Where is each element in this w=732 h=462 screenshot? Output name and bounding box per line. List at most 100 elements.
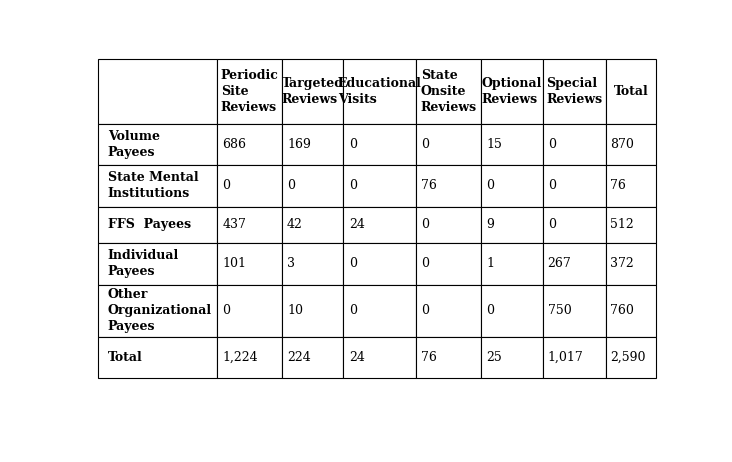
Bar <box>98 336 217 378</box>
Bar <box>98 124 217 165</box>
Text: 0: 0 <box>422 138 430 151</box>
Text: 0: 0 <box>223 179 231 192</box>
Text: 24: 24 <box>349 351 365 364</box>
Text: 0: 0 <box>349 138 357 151</box>
Text: 750: 750 <box>548 304 572 317</box>
Text: 0: 0 <box>548 219 556 231</box>
Bar <box>217 124 282 165</box>
Bar <box>98 59 217 124</box>
Bar <box>98 165 217 207</box>
Bar <box>542 59 606 124</box>
Bar <box>606 59 656 124</box>
Text: FFS  Payees: FFS Payees <box>108 219 191 231</box>
Text: Individual
Payees: Individual Payees <box>108 249 179 279</box>
Bar <box>217 59 282 124</box>
Text: 2,590: 2,590 <box>610 351 646 364</box>
Bar <box>417 207 482 243</box>
Bar <box>343 285 417 336</box>
Bar <box>482 243 542 285</box>
Bar <box>417 124 482 165</box>
Text: 24: 24 <box>349 219 365 231</box>
Text: Educational
Visits: Educational Visits <box>338 77 422 106</box>
Text: 686: 686 <box>223 138 246 151</box>
Bar <box>606 243 656 285</box>
Bar <box>417 336 482 378</box>
Text: 76: 76 <box>610 179 626 192</box>
Text: 0: 0 <box>486 304 494 317</box>
Bar <box>217 207 282 243</box>
Text: 25: 25 <box>486 351 502 364</box>
Bar <box>98 243 217 285</box>
Text: Periodic
Site
Reviews: Periodic Site Reviews <box>220 69 279 114</box>
Text: Total: Total <box>108 351 143 364</box>
Text: 1: 1 <box>486 257 494 270</box>
Text: 372: 372 <box>610 257 634 270</box>
Text: 870: 870 <box>610 138 634 151</box>
Bar <box>482 59 542 124</box>
Bar <box>417 59 482 124</box>
Bar <box>282 207 343 243</box>
Text: Volume
Payees: Volume Payees <box>108 130 160 159</box>
Bar <box>282 285 343 336</box>
Bar <box>542 165 606 207</box>
Bar <box>282 336 343 378</box>
Bar <box>217 285 282 336</box>
Text: 76: 76 <box>422 351 437 364</box>
Text: 0: 0 <box>349 304 357 317</box>
Bar <box>282 59 343 124</box>
Text: 437: 437 <box>223 219 246 231</box>
Bar <box>282 243 343 285</box>
Text: 224: 224 <box>287 351 311 364</box>
Bar <box>606 336 656 378</box>
Text: Total: Total <box>613 85 649 98</box>
Bar <box>98 207 217 243</box>
Bar <box>343 207 417 243</box>
Text: 76: 76 <box>422 179 437 192</box>
Text: State Mental
Institutions: State Mental Institutions <box>108 171 198 201</box>
Bar <box>606 207 656 243</box>
Bar <box>482 285 542 336</box>
Bar <box>343 59 417 124</box>
Bar <box>542 243 606 285</box>
Bar <box>606 165 656 207</box>
Text: 15: 15 <box>486 138 502 151</box>
Text: 0: 0 <box>422 257 430 270</box>
Text: 0: 0 <box>349 179 357 192</box>
Text: 760: 760 <box>610 304 634 317</box>
Text: 0: 0 <box>486 179 494 192</box>
Text: 169: 169 <box>287 138 311 151</box>
Text: 0: 0 <box>223 304 231 317</box>
Bar <box>417 285 482 336</box>
Text: 10: 10 <box>287 304 303 317</box>
Text: Special
Reviews: Special Reviews <box>546 77 602 106</box>
Text: Optional
Reviews: Optional Reviews <box>482 77 542 106</box>
Bar <box>343 243 417 285</box>
Bar <box>542 124 606 165</box>
Bar <box>542 207 606 243</box>
Bar <box>98 285 217 336</box>
Text: Other
Organizational
Payees: Other Organizational Payees <box>108 288 212 333</box>
Bar <box>606 124 656 165</box>
Bar <box>217 243 282 285</box>
Text: 0: 0 <box>287 179 295 192</box>
Bar <box>417 243 482 285</box>
Bar <box>417 165 482 207</box>
Bar <box>343 124 417 165</box>
Text: 0: 0 <box>422 304 430 317</box>
Text: Targeted
Reviews: Targeted Reviews <box>282 77 344 106</box>
Text: State
Onsite
Reviews: State Onsite Reviews <box>421 69 477 114</box>
Text: 1,017: 1,017 <box>548 351 583 364</box>
Bar <box>542 336 606 378</box>
Text: 3: 3 <box>287 257 295 270</box>
Bar <box>482 336 542 378</box>
Bar <box>343 165 417 207</box>
Bar <box>217 336 282 378</box>
Bar <box>343 336 417 378</box>
Text: 0: 0 <box>548 138 556 151</box>
Text: 0: 0 <box>349 257 357 270</box>
Text: 267: 267 <box>548 257 572 270</box>
Bar <box>482 207 542 243</box>
Text: 512: 512 <box>610 219 634 231</box>
Text: 101: 101 <box>223 257 246 270</box>
Bar <box>482 165 542 207</box>
